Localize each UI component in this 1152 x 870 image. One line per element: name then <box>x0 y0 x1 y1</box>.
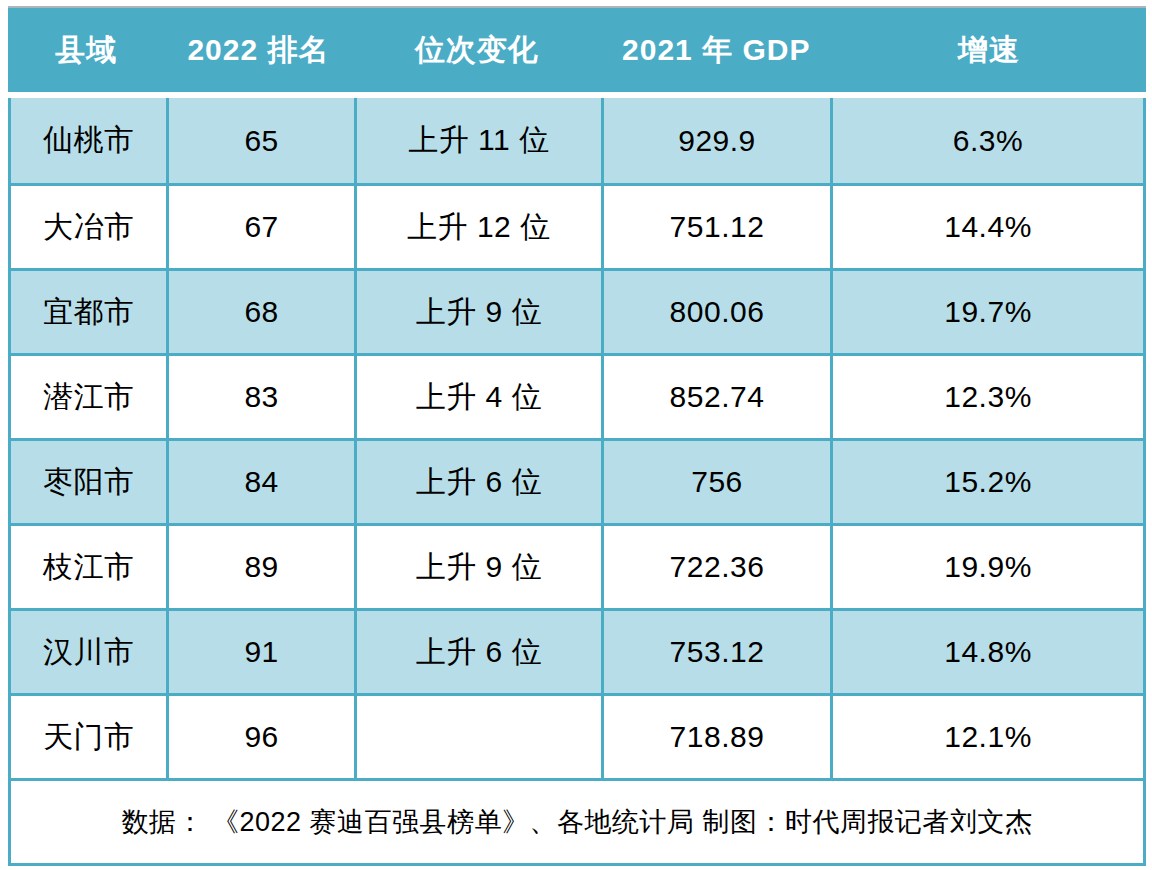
cell-rank-change: 上升 11 位 <box>354 98 601 183</box>
header-cell-rank-2022: 2022 排名 <box>164 8 352 92</box>
header-cell-gdp-2021: 2021 年 GDP <box>601 8 831 92</box>
cell-rank-change: 上升 4 位 <box>354 356 601 438</box>
table-row: 汉川市 91 上升 6 位 753.12 14.8% <box>11 608 1143 693</box>
cell-gdp-2021: 800.06 <box>601 271 830 353</box>
data-table: 县域 2022 排名 位次变化 2021 年 GDP 增速 仙桃市 65 上升 … <box>8 8 1146 866</box>
cell-growth-rate: 6.3% <box>830 98 1143 183</box>
cell-rank-change: 上升 12 位 <box>354 186 601 268</box>
cell-gdp-2021: 718.89 <box>601 696 830 778</box>
source-credit-footer: 数据： 《2022 赛迪百强县榜单》、各地统计局 制图：时代周报记者刘文杰 <box>11 778 1143 863</box>
header-cell-growth-rate: 增速 <box>831 8 1146 92</box>
table-row: 枣阳市 84 上升 6 位 756 15.2% <box>11 438 1143 523</box>
cell-growth-rate: 15.2% <box>830 441 1143 523</box>
cell-rank-2022: 67 <box>166 186 353 268</box>
cell-rank-2022: 96 <box>166 696 353 778</box>
cell-growth-rate: 12.3% <box>830 356 1143 438</box>
cell-county: 枣阳市 <box>11 441 166 523</box>
cell-growth-rate: 12.1% <box>830 696 1143 778</box>
cell-county: 大冶市 <box>11 186 166 268</box>
cell-rank-2022: 68 <box>166 271 353 353</box>
cell-rank-change <box>354 696 601 778</box>
cell-rank-2022: 91 <box>166 611 353 693</box>
table-row: 天门市 96 718.89 12.1% <box>11 693 1143 778</box>
cell-county: 汉川市 <box>11 611 166 693</box>
cell-gdp-2021: 852.74 <box>601 356 830 438</box>
cell-growth-rate: 14.4% <box>830 186 1143 268</box>
cell-rank-change: 上升 9 位 <box>354 526 601 608</box>
table-row: 枝江市 89 上升 9 位 722.36 19.9% <box>11 523 1143 608</box>
cell-rank-change: 上升 6 位 <box>354 441 601 523</box>
table-rows-container: 仙桃市 65 上升 11 位 929.9 6.3% 大冶市 67 上升 12 位… <box>11 98 1143 778</box>
cell-gdp-2021: 756 <box>601 441 830 523</box>
cell-rank-2022: 89 <box>166 526 353 608</box>
cell-rank-2022: 65 <box>166 98 353 183</box>
cell-county: 宜都市 <box>11 271 166 353</box>
cell-rank-2022: 84 <box>166 441 353 523</box>
cell-gdp-2021: 753.12 <box>601 611 830 693</box>
cell-gdp-2021: 929.9 <box>601 98 830 183</box>
cell-rank-change: 上升 9 位 <box>354 271 601 353</box>
cell-rank-2022: 83 <box>166 356 353 438</box>
header-cell-county: 县域 <box>8 8 164 92</box>
cell-county: 潜江市 <box>11 356 166 438</box>
cell-growth-rate: 14.8% <box>830 611 1143 693</box>
cell-county: 仙桃市 <box>11 98 166 183</box>
table-row: 大冶市 67 上升 12 位 751.12 14.4% <box>11 183 1143 268</box>
table-header-row: 县域 2022 排名 位次变化 2021 年 GDP 增速 <box>8 8 1146 92</box>
table-body: 仙桃市 65 上升 11 位 929.9 6.3% 大冶市 67 上升 12 位… <box>8 98 1146 866</box>
county-gdp-table-graphic: 县域 2022 排名 位次变化 2021 年 GDP 增速 仙桃市 65 上升 … <box>0 0 1152 870</box>
cell-rank-change: 上升 6 位 <box>354 611 601 693</box>
cell-county: 枝江市 <box>11 526 166 608</box>
table-row: 潜江市 83 上升 4 位 852.74 12.3% <box>11 353 1143 438</box>
cell-county: 天门市 <box>11 696 166 778</box>
cell-gdp-2021: 751.12 <box>601 186 830 268</box>
cell-growth-rate: 19.9% <box>830 526 1143 608</box>
table-row: 仙桃市 65 上升 11 位 929.9 6.3% <box>11 98 1143 183</box>
table-row: 宜都市 68 上升 9 位 800.06 19.7% <box>11 268 1143 353</box>
header-cell-rank-change: 位次变化 <box>353 8 601 92</box>
cell-growth-rate: 19.7% <box>830 271 1143 353</box>
cell-gdp-2021: 722.36 <box>601 526 830 608</box>
